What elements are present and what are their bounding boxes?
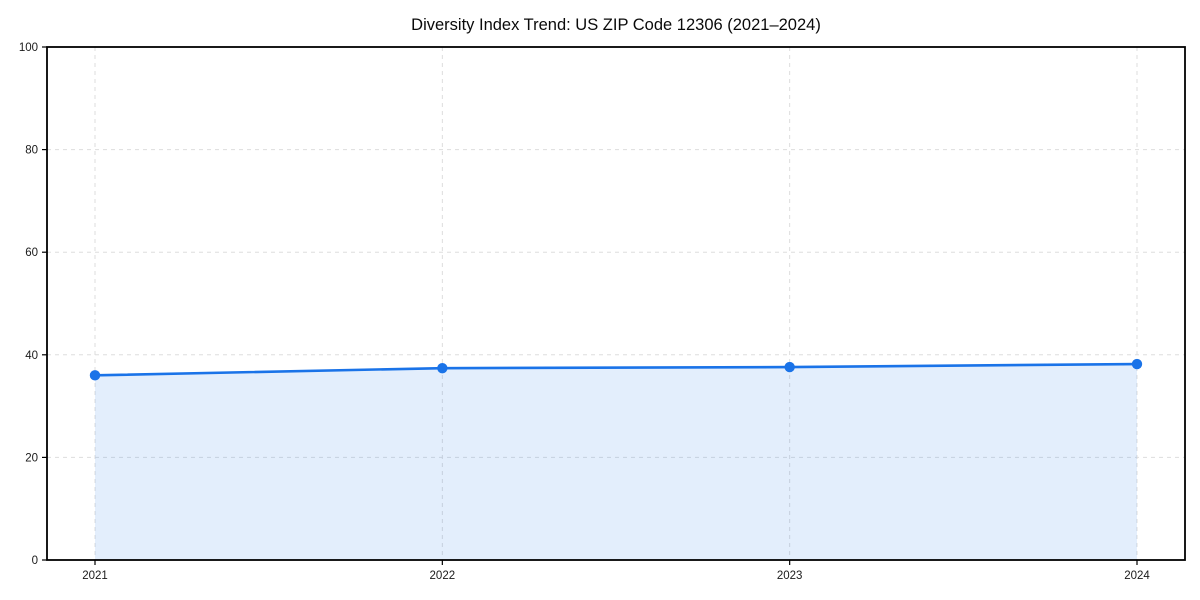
y-tick-label-20: 20: [25, 452, 38, 464]
y-tick-label-60: 60: [25, 247, 38, 259]
y-tick-label-100: 100: [19, 42, 38, 54]
x-tick-label-2023: 2023: [777, 570, 803, 582]
x-tick-label-2021: 2021: [82, 570, 108, 582]
trend-line: [93, 362, 1139, 377]
area-fill: [95, 364, 1137, 560]
data-point-marker-2024: [1131, 358, 1143, 370]
chart-title: Diversity Index Trend: US ZIP Code 12306…: [411, 16, 821, 34]
plot-frame: [46, 46, 1186, 561]
y-tick-label-80: 80: [25, 145, 38, 157]
y-tick-label-0: 0: [32, 555, 38, 567]
data-point-marker-2023: [784, 361, 795, 373]
y-tick-label-40: 40: [25, 350, 38, 362]
x-tick-label-2024: 2024: [1124, 570, 1150, 582]
x-tick-label-2022: 2022: [430, 570, 456, 582]
data-point-marker-2022: [437, 362, 448, 374]
plot-area: 0 20 40 60 80 100 2021 2022 2023 2024: [19, 42, 1186, 582]
data-point-marker-2021: [89, 370, 101, 381]
